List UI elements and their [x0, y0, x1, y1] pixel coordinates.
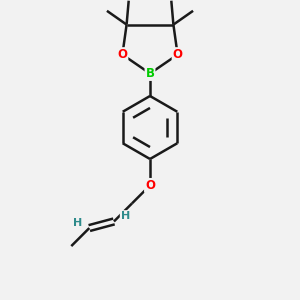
Text: H: H	[121, 211, 130, 221]
Text: O: O	[145, 179, 155, 192]
Text: H: H	[73, 218, 83, 228]
Text: O: O	[172, 48, 183, 61]
Text: B: B	[146, 67, 154, 80]
Text: O: O	[117, 48, 128, 61]
